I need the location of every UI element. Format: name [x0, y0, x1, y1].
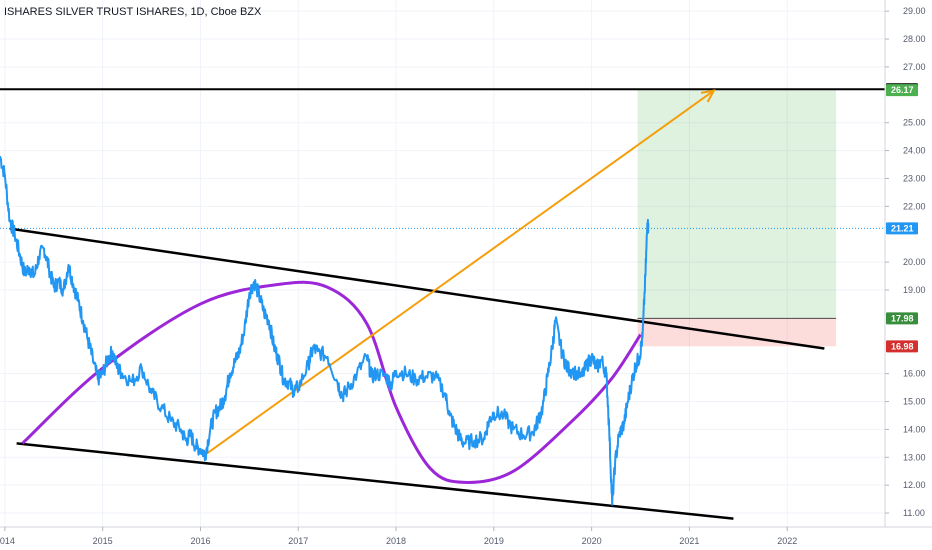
y-tick-label: 25.00	[903, 118, 926, 128]
price-badge-label: 21.21	[891, 223, 914, 233]
x-tick-label: 2015	[93, 536, 113, 546]
y-tick-label: 28.00	[903, 34, 926, 44]
price-badge-label: 16.98	[891, 341, 914, 351]
price-line	[0, 155, 650, 506]
profit-zone	[637, 90, 837, 319]
channel-upper-line	[9, 227, 825, 350]
x-tick-label: 2014	[0, 536, 15, 546]
time-axis-ticks: 2014 2015 2016 2017 2018 2019 2020 2021 2022	[0, 527, 797, 546]
grid-lines	[0, 0, 885, 527]
position-zones	[637, 90, 837, 347]
x-tick-label: 2016	[190, 536, 210, 546]
y-tick-label: 13.00	[903, 452, 926, 462]
y-tick-label: 29.00	[903, 6, 926, 16]
x-tick-label: 2017	[288, 536, 308, 546]
y-tick-label: 12.00	[903, 480, 926, 490]
y-tick-label: 14.00	[903, 424, 926, 434]
price-badge	[886, 222, 918, 235]
price-badge-label: 26.17	[891, 85, 914, 95]
target-arrow-line	[204, 89, 715, 456]
x-tick-label: 2019	[484, 536, 504, 546]
price-axis-ticks: 29.00 28.00 27.00 25.00 24.00 23.00 22.00 20.00…	[885, 6, 926, 518]
x-tick-label: 2022	[777, 536, 797, 546]
y-tick-label: 20.00	[903, 257, 926, 267]
loss-zone	[637, 318, 837, 347]
y-tick-label: 11.00	[903, 508, 925, 518]
price-badge-label: 17.98	[891, 313, 914, 323]
target-arrow-head	[700, 89, 716, 103]
y-tick-label: 27.00	[903, 62, 926, 72]
y-tick-label: 15.00	[903, 397, 926, 407]
x-tick-label: 2018	[386, 536, 406, 546]
y-tick-label: 24.00	[903, 146, 926, 156]
y-tick-label: 19.00	[903, 285, 926, 295]
y-tick-label: 22.00	[903, 201, 926, 211]
y-tick-label: 16.00	[903, 369, 926, 379]
price-badge	[886, 312, 918, 325]
x-tick-label: 2020	[582, 536, 602, 546]
x-tick-label: 2021	[679, 536, 699, 546]
price-badge	[886, 340, 918, 353]
chart-title: ISHARES SILVER TRUST ISHARES, 1D, Cboe B…	[4, 6, 262, 18]
channel-lower-line	[16, 442, 734, 520]
y-tick-label: 23.00	[903, 173, 926, 183]
price-badge	[886, 84, 918, 97]
price-series	[0, 155, 650, 506]
axes	[0, 0, 932, 528]
